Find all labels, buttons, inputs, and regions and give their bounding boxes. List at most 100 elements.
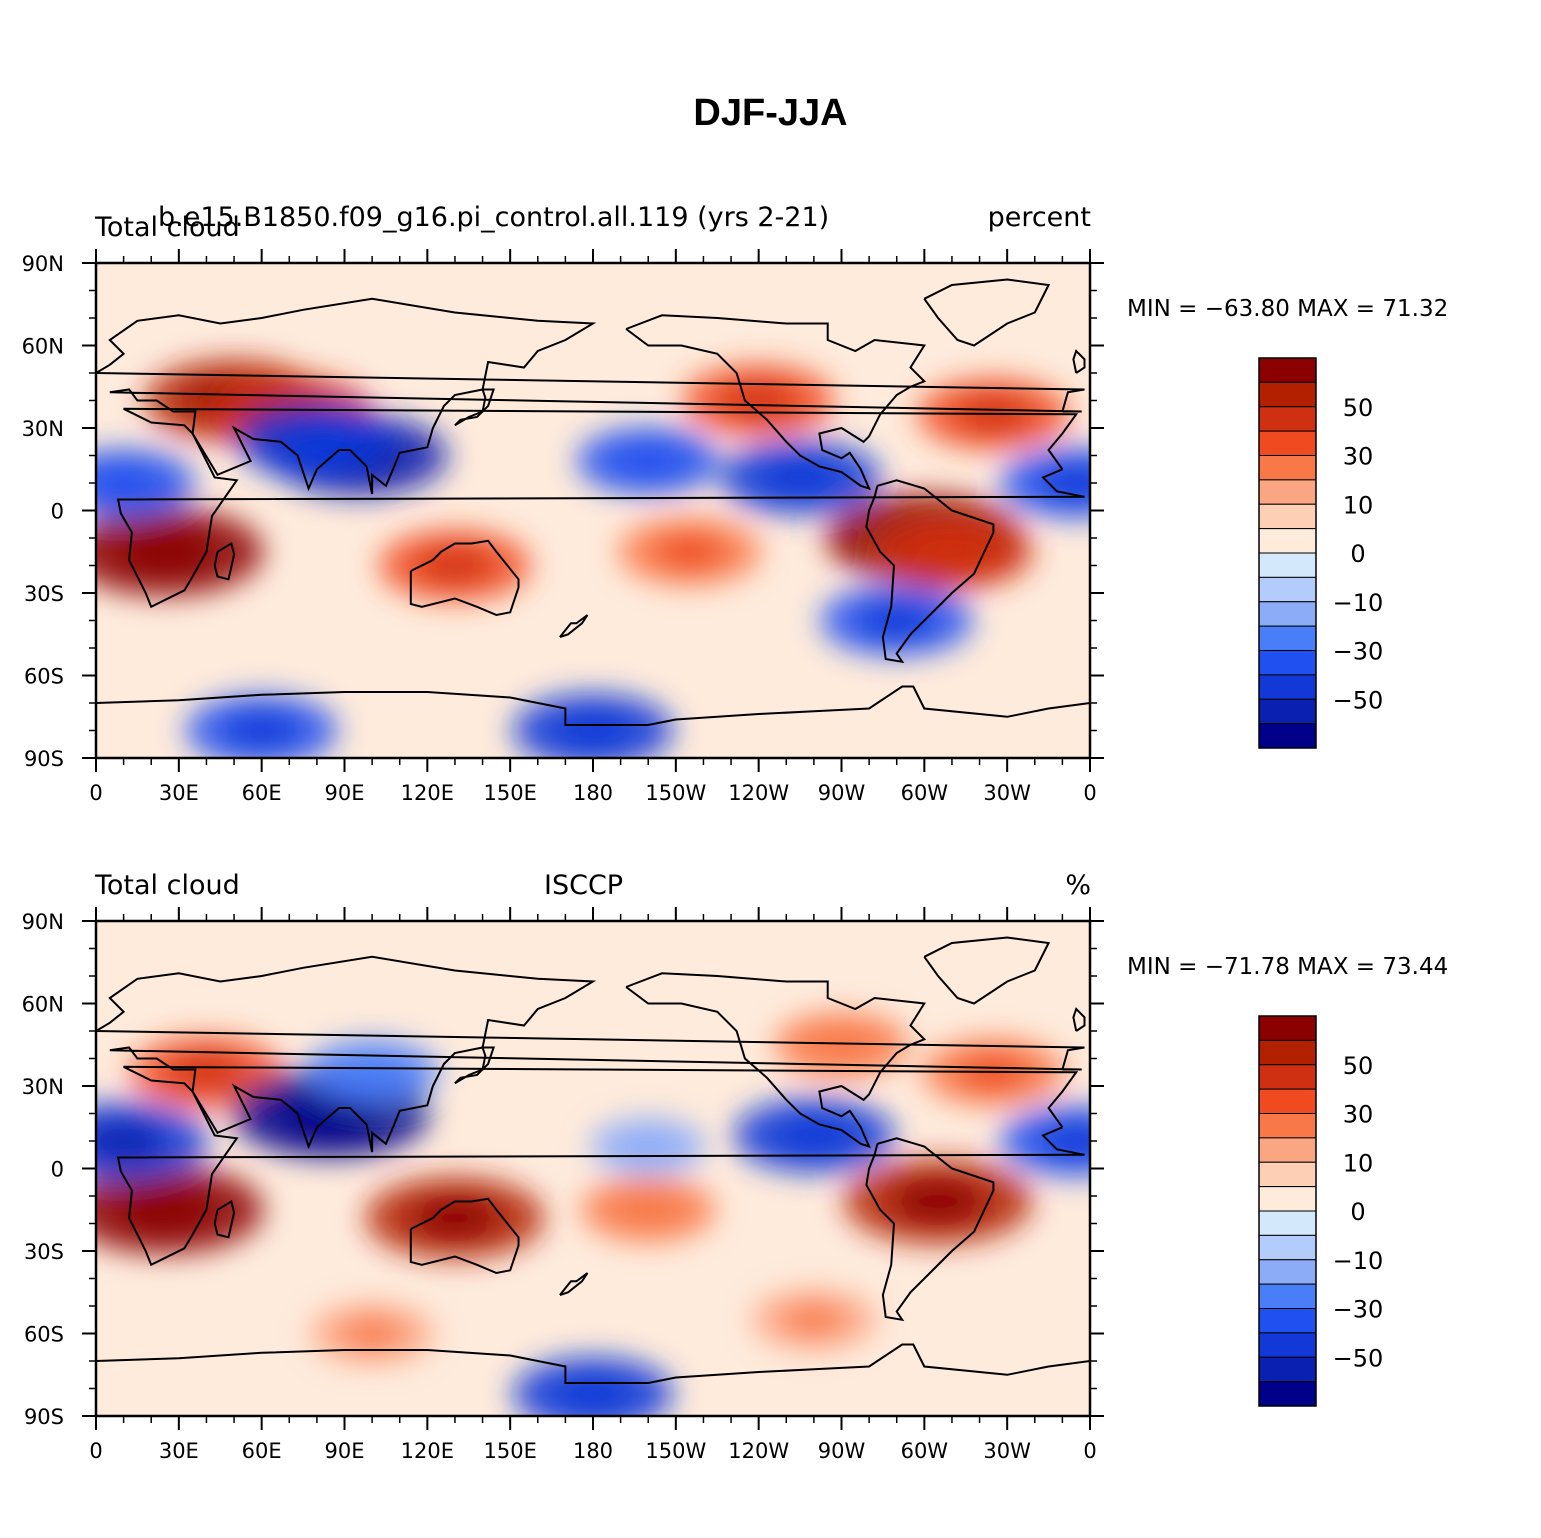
colorbar-box: [1258, 1332, 1317, 1358]
y-tick-label: 60S: [24, 1323, 64, 1347]
min-value: MIN = −71.78: [1127, 954, 1290, 980]
y-tick-label: 90N: [22, 252, 64, 276]
y-tick-label: 0: [51, 500, 64, 524]
colorbar-box: [1258, 1137, 1317, 1163]
x-tick-label: 90W: [818, 781, 866, 805]
right-label: percent: [987, 202, 1091, 233]
coastline: [923, 278, 1051, 347]
colorbar-box: [1258, 479, 1317, 505]
anomaly-core: [96, 465, 160, 501]
colorbar-label: −50: [1333, 686, 1384, 714]
colorbar-box: [1258, 1088, 1317, 1114]
colorbar-frame: [1258, 357, 1317, 749]
min-value: MIN = −63.80: [1127, 296, 1290, 322]
anomaly-core: [115, 529, 215, 575]
max-value: MAX = 71.32: [1297, 296, 1449, 322]
anomaly-core: [612, 443, 684, 479]
anomaly-core: [115, 1187, 215, 1233]
x-tick-label: 30E: [159, 1439, 199, 1463]
colorbar-box: [1258, 1064, 1317, 1090]
colorbar-box: [1258, 698, 1317, 725]
anomaly-core: [552, 1375, 634, 1413]
colorbar-label: 0: [1350, 540, 1365, 568]
colorbar-label: −30: [1333, 1296, 1384, 1324]
coastline: [625, 972, 927, 1149]
colorbar-box: [1258, 1283, 1317, 1309]
anomaly-core: [338, 1056, 406, 1089]
colorbar-box: [1258, 1259, 1317, 1285]
map-plot: 0 30E 60E 90E 120E 150E 180 150W 120W 90W 60W 30W 0 9…: [22, 907, 1384, 1463]
anomaly-core: [720, 382, 797, 419]
anomaly-core: [782, 1304, 846, 1336]
colorbar-label: 50: [1343, 1052, 1374, 1080]
anomaly-core: [891, 1180, 986, 1223]
x-tick-label: 120E: [401, 781, 454, 805]
x-tick-label: 30E: [159, 781, 199, 805]
y-tick-label: 30S: [24, 1240, 64, 1264]
min-max-readout: MIN = −71.78 MAX = 73.44: [1127, 954, 1448, 980]
colorbar-label: 0: [1350, 1198, 1365, 1226]
colorbar-box: [1258, 455, 1317, 481]
anomaly-core: [759, 458, 841, 497]
colorbar-box: [1258, 1161, 1317, 1188]
coastline: [213, 541, 236, 581]
colorbar-box: [1258, 625, 1317, 651]
coastline: [213, 1199, 236, 1239]
colorbar-box: [1258, 723, 1317, 749]
x-tick-label: 120W: [728, 1439, 789, 1463]
colorbar-box: [1258, 552, 1317, 578]
map-panel-model: Total cloud b.e15.B1850.f09_g16.pi_contr…: [0, 180, 1541, 820]
x-tick-label: 30W: [983, 1439, 1031, 1463]
coastlines: [96, 278, 1090, 726]
x-tick-label: 60E: [242, 1439, 282, 1463]
y-tick-label: 30S: [24, 582, 64, 606]
anomaly-core: [911, 532, 993, 571]
x-tick-label: 90E: [325, 1439, 365, 1463]
colorbar-label: 50: [1343, 394, 1374, 422]
colorbar-label: 30: [1343, 1101, 1374, 1129]
x-tick-label: 90W: [818, 1439, 866, 1463]
anomaly-core: [653, 534, 726, 569]
x-tick-label: 180: [573, 1439, 613, 1463]
coastline: [865, 479, 995, 664]
colorbar-box: [1258, 1308, 1317, 1334]
coastline: [116, 407, 1085, 609]
anomaly-core: [223, 712, 300, 749]
coastline: [409, 1197, 520, 1275]
x-tick-label: 120W: [728, 781, 789, 805]
coastline: [1072, 1007, 1086, 1032]
coastline: [1072, 349, 1086, 374]
map-panel-isccp: Total cloud ISCCP % MIN = −71.78 MAX = 7…: [0, 838, 1541, 1478]
x-tick-label: 60W: [901, 1439, 949, 1463]
colorbar: 50 30 10 0 −10 −30 −50: [1258, 1015, 1384, 1407]
x-tick-label: 150W: [645, 1439, 706, 1463]
coastlines: [96, 936, 1090, 1384]
anomaly-core: [410, 1197, 500, 1239]
anomaly-core: [96, 1121, 167, 1161]
colorbar-box: [1258, 576, 1317, 603]
y-tick-label: 90S: [24, 1405, 64, 1429]
colorbar-box: [1258, 1210, 1317, 1236]
coastline: [923, 936, 1051, 1005]
colorbar-box: [1258, 1039, 1317, 1066]
coastline: [625, 314, 927, 491]
x-tick-label: 30W: [983, 781, 1031, 805]
colorbar-box: [1258, 1234, 1317, 1261]
x-tick-label: 150E: [483, 781, 536, 805]
anomaly-core: [552, 711, 634, 750]
y-tick-label: 60N: [22, 993, 64, 1017]
colorbar-box: [1258, 1381, 1317, 1407]
coastline: [116, 1065, 1085, 1267]
x-tick-label: 180: [573, 781, 613, 805]
x-tick-label: 150W: [645, 781, 706, 805]
y-tick-label: 90S: [24, 747, 64, 771]
colorbar-label: −50: [1333, 1344, 1384, 1372]
y-tick-label: 30N: [22, 417, 64, 441]
y-tick-label: 0: [51, 1158, 64, 1182]
coastline: [559, 614, 589, 638]
x-tick-label: 60E: [242, 781, 282, 805]
left-label: Total cloud: [95, 870, 240, 901]
coastline: [96, 1343, 1090, 1384]
colorbar-box: [1258, 406, 1317, 432]
colorbar: 50 30 10 0 −10 −30 −50: [1258, 357, 1384, 749]
